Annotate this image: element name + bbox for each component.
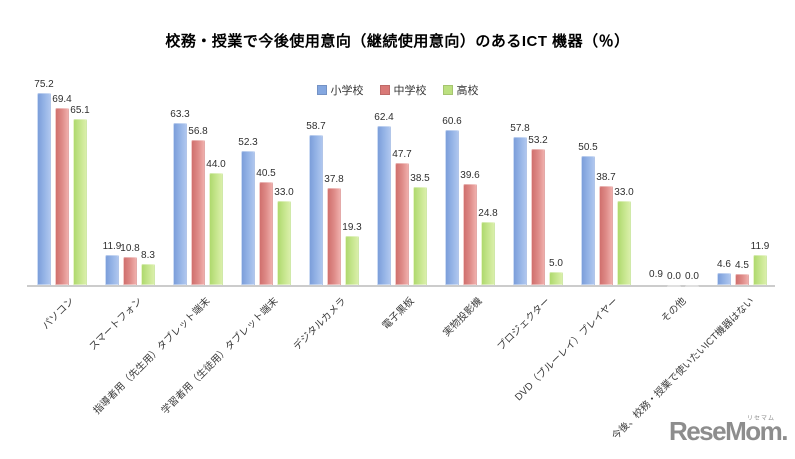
value-label: 40.5 xyxy=(256,167,276,179)
bar-小学校-8 xyxy=(581,156,595,285)
value-label: 0.0 xyxy=(667,271,681,282)
value-label: 39.6 xyxy=(460,169,480,181)
bar-中学校-3 xyxy=(259,181,273,285)
legend-swatch-icon xyxy=(379,85,390,95)
value-label: 19.3 xyxy=(342,221,362,233)
value-label: 4.5 xyxy=(735,259,749,271)
bar-高校-0 xyxy=(73,118,87,285)
value-label: 11.9 xyxy=(750,240,770,252)
bar-中学校-10 xyxy=(735,273,749,285)
value-label: 69.4 xyxy=(52,93,72,105)
value-label: 52.3 xyxy=(238,137,258,149)
logo-dot: . xyxy=(781,416,788,446)
value-label: 62.4 xyxy=(374,111,394,123)
bar-小学校-2 xyxy=(173,123,187,285)
bar-高校-6 xyxy=(481,221,495,285)
value-label: 33.0 xyxy=(274,186,294,198)
legend-label: 小学校 xyxy=(330,85,364,97)
logo-text: ReseMom xyxy=(668,416,783,446)
bar-高校-10 xyxy=(753,254,767,285)
value-label: 10.8 xyxy=(120,243,140,255)
bar-高校-1 xyxy=(141,263,155,285)
value-label: 47.7 xyxy=(392,149,412,161)
x-axis-line xyxy=(27,285,775,287)
value-label: 37.8 xyxy=(324,174,344,186)
bar-高校-3 xyxy=(277,200,291,285)
bar-中学校-0 xyxy=(55,107,69,285)
value-label: 0.0 xyxy=(685,271,699,282)
legend-item-2: 高校 xyxy=(442,82,479,98)
value-label: 60.6 xyxy=(442,116,462,128)
chart-title: 校務・授業で今後使用意向（継続使用意向）のあるICT 機器（％） xyxy=(165,33,630,50)
bar-中学校-1 xyxy=(123,257,137,285)
value-label: 5.0 xyxy=(549,258,563,270)
value-label: 24.8 xyxy=(478,207,498,219)
value-label: 75.2 xyxy=(34,79,54,90)
value-label: 38.5 xyxy=(410,172,430,184)
bar-中学校-5 xyxy=(395,163,409,285)
resemom-logo: リセマム ReseMom. xyxy=(668,416,788,447)
bar-中学校-8 xyxy=(599,186,613,285)
bar-小学校-0 xyxy=(37,93,51,285)
legend-label: 高校 xyxy=(456,85,479,97)
bar-小学校-7 xyxy=(513,137,527,285)
bar-高校-8 xyxy=(617,200,631,285)
bar-高校-4 xyxy=(345,235,359,285)
bar-高校-2 xyxy=(209,172,223,285)
bar-中学校-2 xyxy=(191,139,205,285)
bar-高校-7 xyxy=(549,272,563,285)
logo-ruby-text: リセマム xyxy=(746,416,775,422)
bar-中学校-4 xyxy=(327,188,341,285)
value-label: 65.1 xyxy=(70,104,90,116)
chart-legend: 小学校 中学校 高校 xyxy=(0,82,795,98)
value-label: 58.7 xyxy=(306,121,326,133)
value-label: 8.3 xyxy=(141,249,155,261)
bar-小学校-3 xyxy=(241,151,255,285)
bar-小学校-4 xyxy=(309,135,323,285)
value-label: 53.2 xyxy=(528,135,548,147)
bar-高校-9 xyxy=(685,285,699,287)
bar-高校-5 xyxy=(413,186,427,285)
value-label: 33.0 xyxy=(614,186,634,198)
value-label: 4.6 xyxy=(717,259,731,271)
bar-中学校-7 xyxy=(531,149,545,285)
legend-item-0: 小学校 xyxy=(316,82,364,98)
value-label: 38.7 xyxy=(596,172,616,184)
legend-item-1: 中学校 xyxy=(379,82,427,98)
value-label: 63.3 xyxy=(170,109,190,121)
value-label: 57.8 xyxy=(510,123,530,135)
legend-swatch-icon xyxy=(316,85,327,95)
value-label: 0.9 xyxy=(649,268,663,280)
bar-小学校-1 xyxy=(105,254,119,285)
bar-小学校-6 xyxy=(445,130,459,285)
value-label: 11.9 xyxy=(102,240,122,252)
value-label: 56.8 xyxy=(188,125,208,137)
legend-label: 中学校 xyxy=(393,85,427,97)
bar-中学校-6 xyxy=(463,183,477,285)
bar-小学校-5 xyxy=(377,125,391,285)
bar-小学校-9 xyxy=(649,282,663,285)
bar-小学校-10 xyxy=(717,273,731,285)
value-label: 44.0 xyxy=(206,158,226,170)
value-label: 50.5 xyxy=(578,142,598,154)
bar-中学校-9 xyxy=(667,285,681,287)
legend-swatch-icon xyxy=(442,85,453,95)
